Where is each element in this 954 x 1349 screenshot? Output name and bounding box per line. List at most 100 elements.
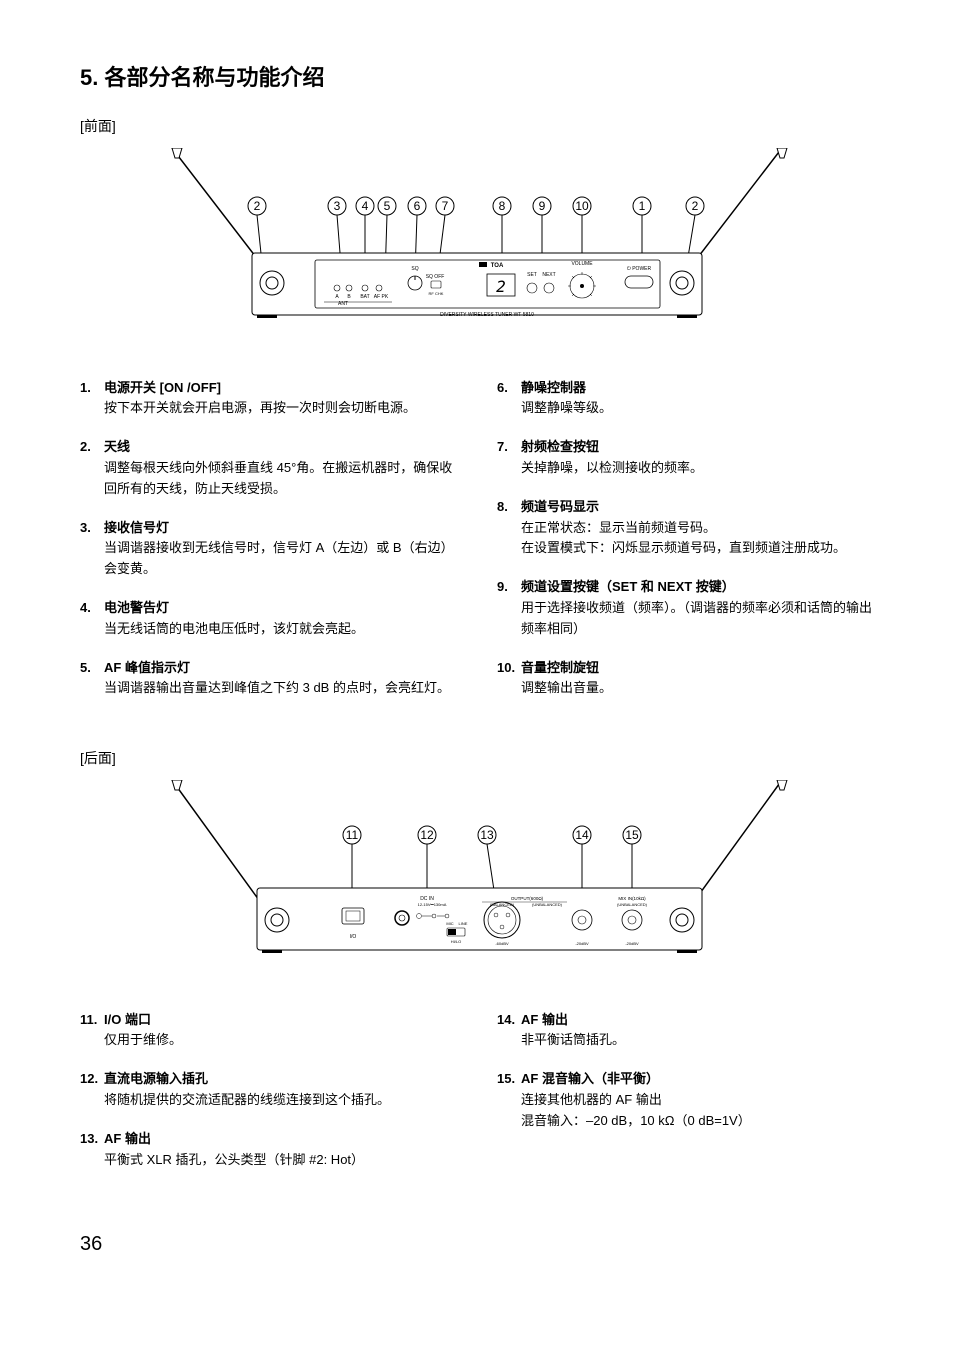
item-title: 电池警告灯 (104, 600, 169, 615)
svg-text:-20dBV: -20dBV (625, 941, 639, 946)
item-description: 将随机提供的交流适配器的线缆连接到这个插孔。 (104, 1090, 457, 1111)
svg-text:LINE: LINE (459, 921, 468, 926)
item-number: 7. (497, 437, 521, 479)
item-number: 10. (497, 658, 521, 700)
list-item: 3.接收信号灯当调谐器接收到无线信号时，信号灯 A（左边）或 B（右边）会变黄。 (80, 518, 457, 580)
list-item: 8.频道号码显示在正常状态：显示当前频道号码。 在设置模式下：闪烁显示频道号码，… (497, 497, 874, 559)
item-title: I/O 端口 (104, 1012, 151, 1027)
item-title: AF 混音输入（非平衡） (521, 1071, 659, 1086)
item-description: 当调谐器接收到无线信号时，信号灯 A（左边）或 B（右边）会变黄。 (104, 538, 457, 580)
svg-text:RF CHK: RF CHK (429, 291, 444, 296)
svg-text:-60dBV: -60dBV (495, 941, 509, 946)
svg-text:7: 7 (442, 199, 449, 213)
rear-diagram: 11 12 13 14 15 I/O DC IN 12-15V⎓130mA (80, 780, 874, 980)
item-body: 电源开关 [ON /OFF]按下本开关就会开启电源，再按一次时则会切断电源。 (104, 378, 457, 420)
front-device-svg: 2 3 4 5 6 7 8 9 10 1 2 A B A (127, 148, 827, 348)
svg-text:HI/LO: HI/LO (451, 939, 461, 944)
svg-text:13: 13 (480, 828, 494, 842)
item-title: 音量控制旋钮 (521, 660, 599, 675)
item-number: 13. (80, 1129, 104, 1171)
item-title: 射频检查按钮 (521, 439, 599, 454)
svg-text:10: 10 (575, 199, 589, 213)
svg-text:1: 1 (639, 199, 646, 213)
svg-text:12-15V⎓130mA: 12-15V⎓130mA (418, 902, 447, 907)
item-body: 射频检查按钮关掉静噪，以检测接收的频率。 (521, 437, 874, 479)
item-title: 接收信号灯 (104, 520, 169, 535)
list-item: 4.电池警告灯当无线话筒的电池电压低时，该灯就会亮起。 (80, 598, 457, 640)
svg-text:15: 15 (625, 828, 639, 842)
item-body: 音量控制旋钮调整输出音量。 (521, 658, 874, 700)
item-number: 14. (497, 1010, 521, 1052)
rear-col-left: 11.I/O 端口仅用于维修。12.直流电源输入插孔将随机提供的交流适配器的线缆… (80, 1010, 457, 1189)
svg-text:9: 9 (539, 199, 546, 213)
item-number: 5. (80, 658, 104, 700)
svg-text:(UNBALANCED): (UNBALANCED) (532, 902, 563, 907)
item-number: 2. (80, 437, 104, 499)
list-item: 10.音量控制旋钮调整输出音量。 (497, 658, 874, 700)
list-item: 1.电源开关 [ON /OFF]按下本开关就会开启电源，再按一次时则会切断电源。 (80, 378, 457, 420)
svg-text:I/O: I/O (350, 934, 357, 940)
item-title: AF 峰值指示灯 (104, 660, 190, 675)
front-diagram: 2 3 4 5 6 7 8 9 10 1 2 A B A (80, 148, 874, 348)
item-title: 直流电源输入插孔 (104, 1071, 208, 1086)
item-number: 9. (497, 577, 521, 639)
item-description: 调整静噪等级。 (521, 398, 874, 419)
svg-text:MIX IN(10kΩ): MIX IN(10kΩ) (618, 896, 646, 901)
svg-text:8: 8 (499, 199, 506, 213)
section-heading: 5. 各部分名称与功能介绍 (80, 60, 874, 95)
section-title-text: 各部分名称与功能介绍 (104, 65, 324, 90)
item-number: 6. (497, 378, 521, 420)
item-body: AF 输出非平衡话筒插孔。 (521, 1010, 874, 1052)
svg-text:2: 2 (692, 199, 699, 213)
svg-text:SQ OFF: SQ OFF (426, 274, 445, 280)
list-item: 15.AF 混音输入（非平衡）连接其他机器的 AF 输出 混音输入：–20 dB… (497, 1069, 874, 1131)
svg-text:MIC: MIC (446, 921, 453, 926)
list-item: 2.天线调整每根天线向外倾斜垂直线 45°角。在搬运机器时，确保收回所有的天线，… (80, 437, 457, 499)
list-item: 7.射频检查按钮关掉静噪，以检测接收的频率。 (497, 437, 874, 479)
item-title: AF 输出 (521, 1012, 568, 1027)
item-number: 3. (80, 518, 104, 580)
svg-text:OUTPUT(600Ω): OUTPUT(600Ω) (511, 896, 544, 901)
item-number: 4. (80, 598, 104, 640)
svg-text:-20dBV: -20dBV (575, 941, 589, 946)
svg-text:SQ: SQ (411, 266, 418, 272)
rear-col-right: 14.AF 输出非平衡话筒插孔。15.AF 混音输入（非平衡）连接其他机器的 A… (497, 1010, 874, 1189)
item-body: 频道设置按键（SET 和 NEXT 按键）用于选择接收频道（频率）。（调谐器的频… (521, 577, 874, 639)
item-number: 15. (497, 1069, 521, 1131)
item-description: 按下本开关就会开启电源，再按一次时则会切断电源。 (104, 398, 457, 419)
front-col-left: 1.电源开关 [ON /OFF]按下本开关就会开启电源，再按一次时则会切断电源。… (80, 378, 457, 718)
item-title: 频道设置按键（SET 和 NEXT 按键） (521, 579, 735, 594)
item-description: 关掉静噪，以检测接收的频率。 (521, 458, 874, 479)
item-body: 静噪控制器调整静噪等级。 (521, 378, 874, 420)
svg-text:12: 12 (420, 828, 434, 842)
svg-text:AF PK: AF PK (374, 294, 389, 300)
item-title: 天线 (104, 439, 130, 454)
list-item: 12.直流电源输入插孔将随机提供的交流适配器的线缆连接到这个插孔。 (80, 1069, 457, 1111)
list-item: 9.频道设置按键（SET 和 NEXT 按键）用于选择接收频道（频率）。（调谐器… (497, 577, 874, 639)
list-item: 13.AF 输出平衡式 XLR 插孔，公头类型（针脚 #2: Hot） (80, 1129, 457, 1171)
svg-text:(BALANCED): (BALANCED) (490, 902, 515, 907)
item-number: 1. (80, 378, 104, 420)
item-description: 当调谐器输出音量达到峰值之下约 3 dB 的点时，会亮红灯。 (104, 678, 457, 699)
list-item: 11.I/O 端口仅用于维修。 (80, 1010, 457, 1052)
svg-text:5: 5 (384, 199, 391, 213)
item-description: 仅用于维修。 (104, 1030, 457, 1051)
item-body: AF 输出平衡式 XLR 插孔，公头类型（针脚 #2: Hot） (104, 1129, 457, 1171)
section-number: 5. (80, 65, 98, 90)
item-description: 当无线话筒的电池电压低时，该灯就会亮起。 (104, 619, 457, 640)
item-body: 电池警告灯当无线话筒的电池电压低时，该灯就会亮起。 (104, 598, 457, 640)
item-description: 在正常状态：显示当前频道号码。 在设置模式下：闪烁显示频道号码，直到频道注册成功… (521, 518, 874, 560)
item-title: 静噪控制器 (521, 380, 586, 395)
item-body: AF 峰值指示灯当调谐器输出音量达到峰值之下约 3 dB 的点时，会亮红灯。 (104, 658, 457, 700)
item-description: 平衡式 XLR 插孔，公头类型（针脚 #2: Hot） (104, 1150, 457, 1171)
svg-text:NEXT: NEXT (542, 272, 555, 278)
svg-text:2: 2 (496, 277, 506, 296)
item-body: AF 混音输入（非平衡）连接其他机器的 AF 输出 混音输入：–20 dB，10… (521, 1069, 874, 1131)
svg-text:DIVERSITY WIRELESS TUNER WT-58: DIVERSITY WIRELESS TUNER WT-5810 (440, 312, 534, 318)
svg-text:3: 3 (334, 199, 341, 213)
item-description: 调整输出音量。 (521, 678, 874, 699)
svg-text:6: 6 (414, 199, 421, 213)
item-body: 频道号码显示在正常状态：显示当前频道号码。 在设置模式下：闪烁显示频道号码，直到… (521, 497, 874, 559)
rear-items: 11.I/O 端口仅用于维修。12.直流电源输入插孔将随机提供的交流适配器的线缆… (80, 1010, 874, 1189)
item-body: I/O 端口仅用于维修。 (104, 1010, 457, 1052)
